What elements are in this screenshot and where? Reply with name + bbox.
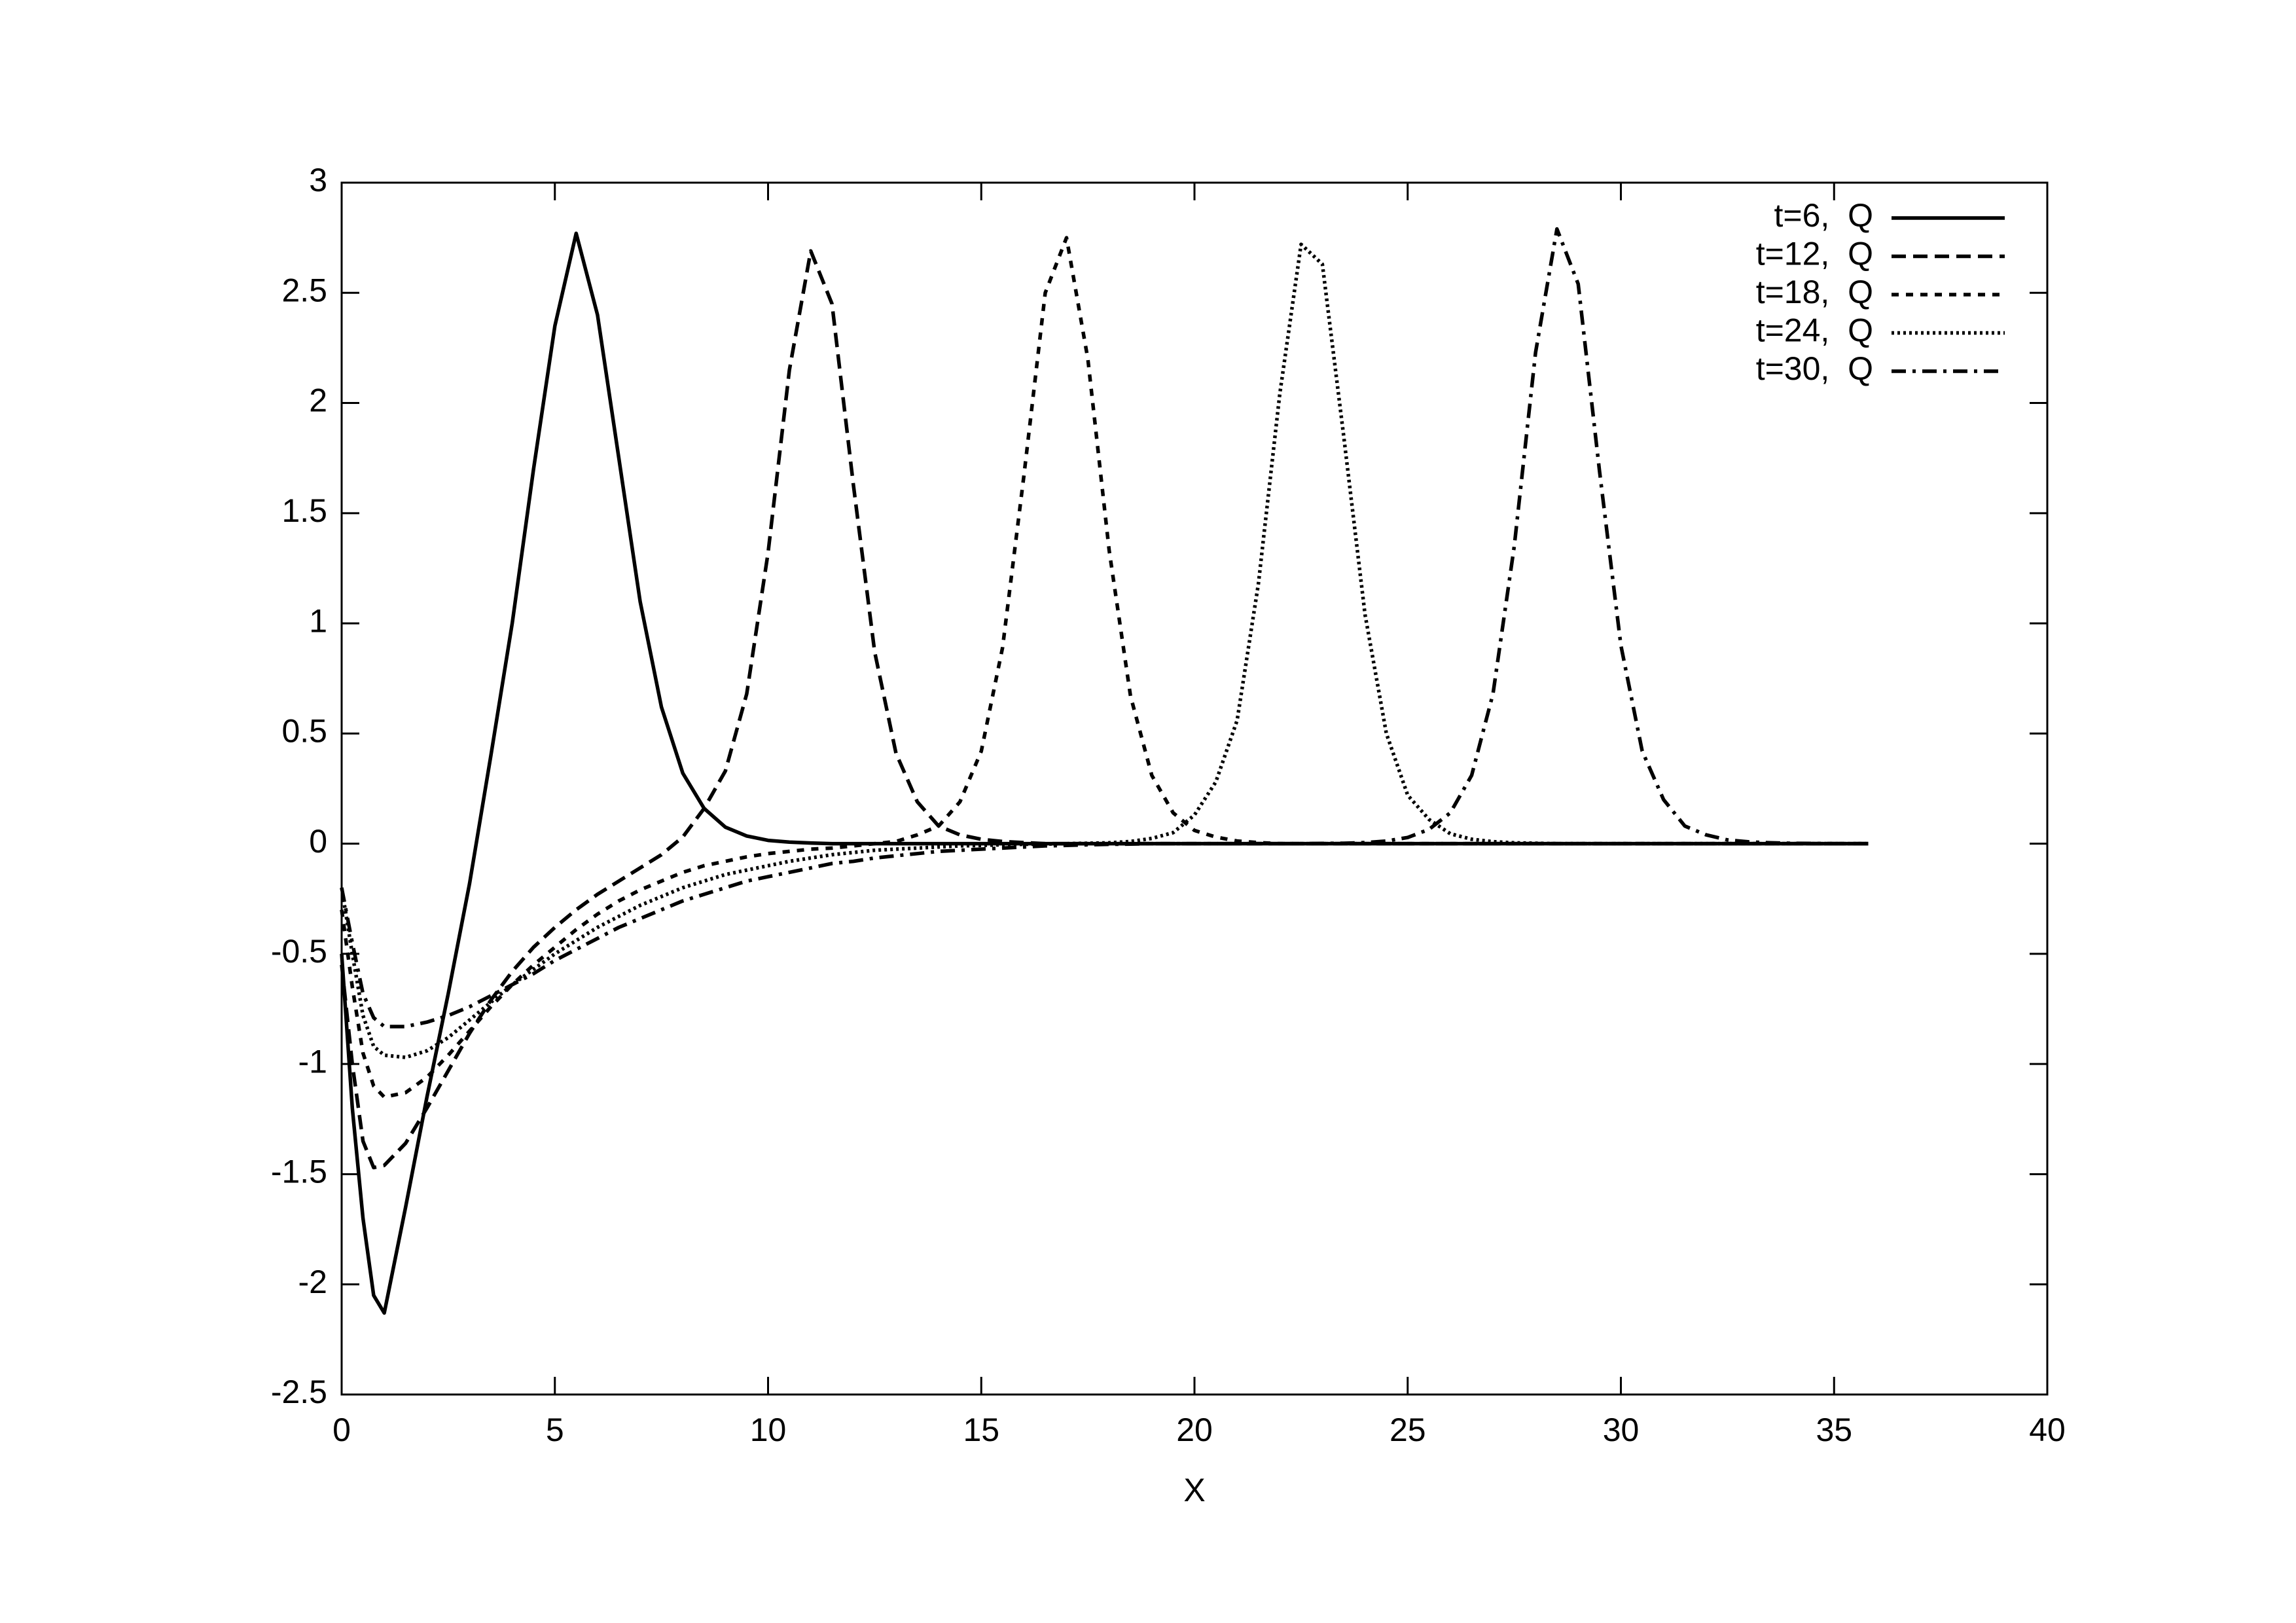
y-tick-label: -1.5 [271,1154,327,1190]
y-tick-label: 3 [309,162,327,198]
x-axis-label: X [1183,1472,1205,1508]
x-tick-label: 20 [1176,1412,1213,1448]
y-tick-label: -2.5 [271,1374,327,1410]
x-tick-label: 35 [1816,1412,1852,1448]
legend-label: t=18, Q [1756,274,1873,310]
x-tick-label: 10 [750,1412,787,1448]
y-tick-label: 0.5 [281,713,327,750]
y-tick-label: -2 [298,1264,327,1300]
y-tick-label: 0 [309,823,327,860]
series-line [340,249,1869,1170]
y-tick-label: 1 [309,602,327,639]
y-tick-label: 2.5 [281,272,327,308]
y-tick-label: -0.5 [271,933,327,970]
series-line [340,242,1869,1059]
y-tick-label: -1 [298,1043,327,1080]
x-tick-label: 0 [332,1412,351,1448]
legend-label: t=12, Q [1756,236,1873,272]
x-tick-label: 40 [2029,1412,2066,1448]
legend-label: t=6, Q [1774,197,1873,234]
legend-label: t=24, Q [1756,312,1873,349]
x-tick-label: 30 [1603,1412,1640,1448]
y-tick-label: 1.5 [281,492,327,529]
plot-frame [340,181,2049,1396]
x-tick-label: 5 [546,1412,564,1448]
legend-label: t=30, Q [1756,350,1873,387]
x-tick-label: 25 [1390,1412,1426,1448]
x-tick-label: 15 [963,1412,999,1448]
y-tick-label: 2 [309,382,327,419]
series-line [340,227,1869,1029]
